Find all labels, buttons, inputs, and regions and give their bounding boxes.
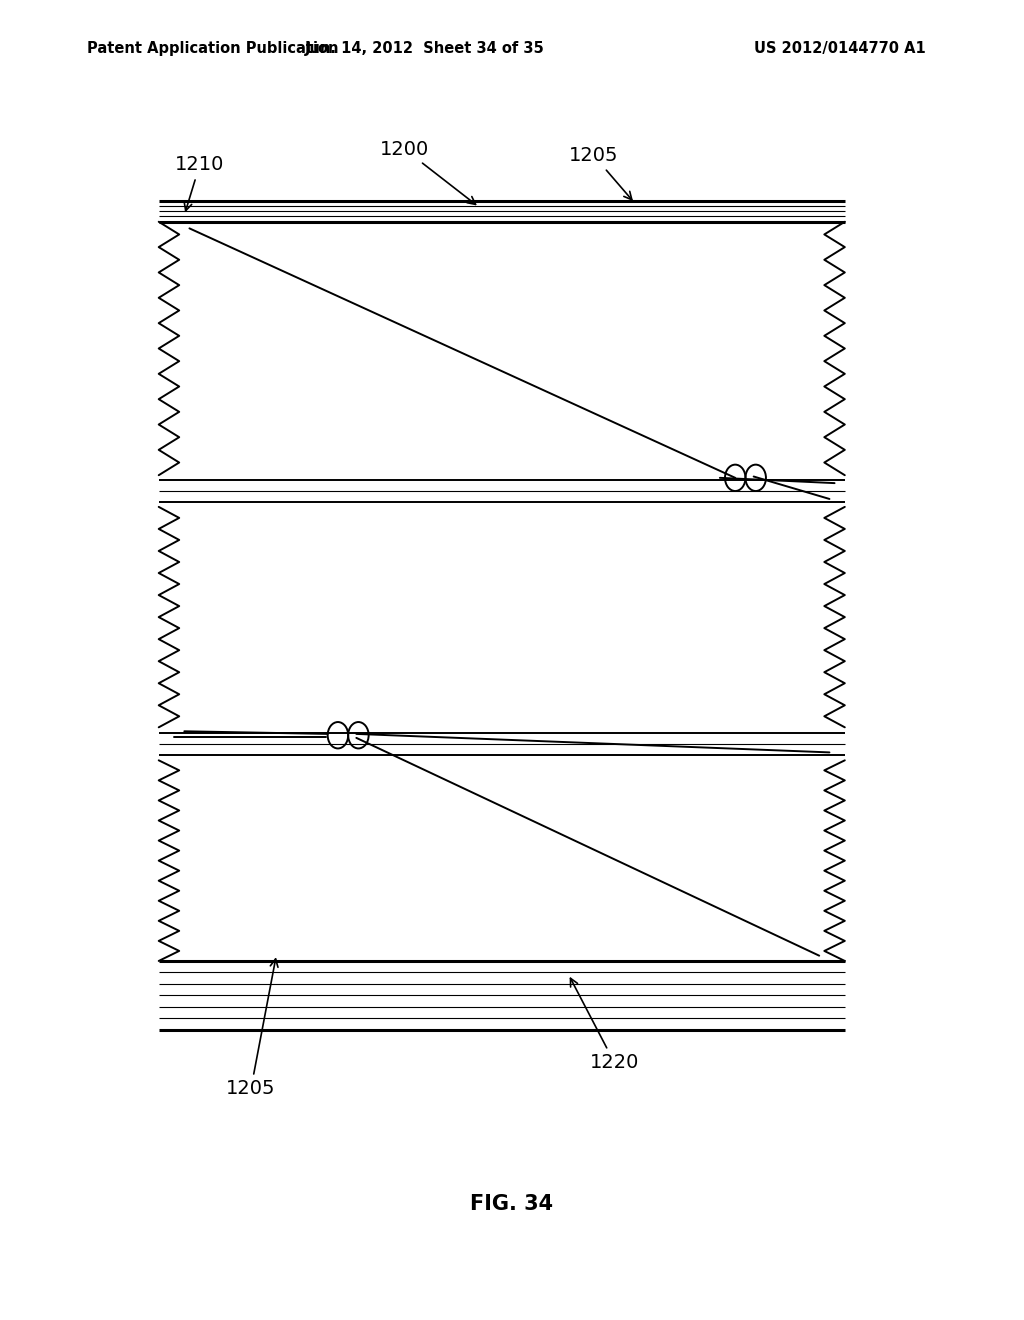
Text: FIG. 34: FIG. 34 bbox=[470, 1193, 554, 1214]
Text: 1205: 1205 bbox=[569, 147, 632, 199]
Text: 1210: 1210 bbox=[175, 156, 224, 211]
Text: Jun. 14, 2012  Sheet 34 of 35: Jun. 14, 2012 Sheet 34 of 35 bbox=[305, 41, 545, 57]
Text: 1200: 1200 bbox=[380, 140, 475, 205]
Text: 1220: 1220 bbox=[570, 978, 639, 1072]
Text: Patent Application Publication: Patent Application Publication bbox=[87, 41, 339, 57]
Text: US 2012/0144770 A1: US 2012/0144770 A1 bbox=[754, 41, 926, 57]
Text: 1205: 1205 bbox=[226, 958, 278, 1098]
